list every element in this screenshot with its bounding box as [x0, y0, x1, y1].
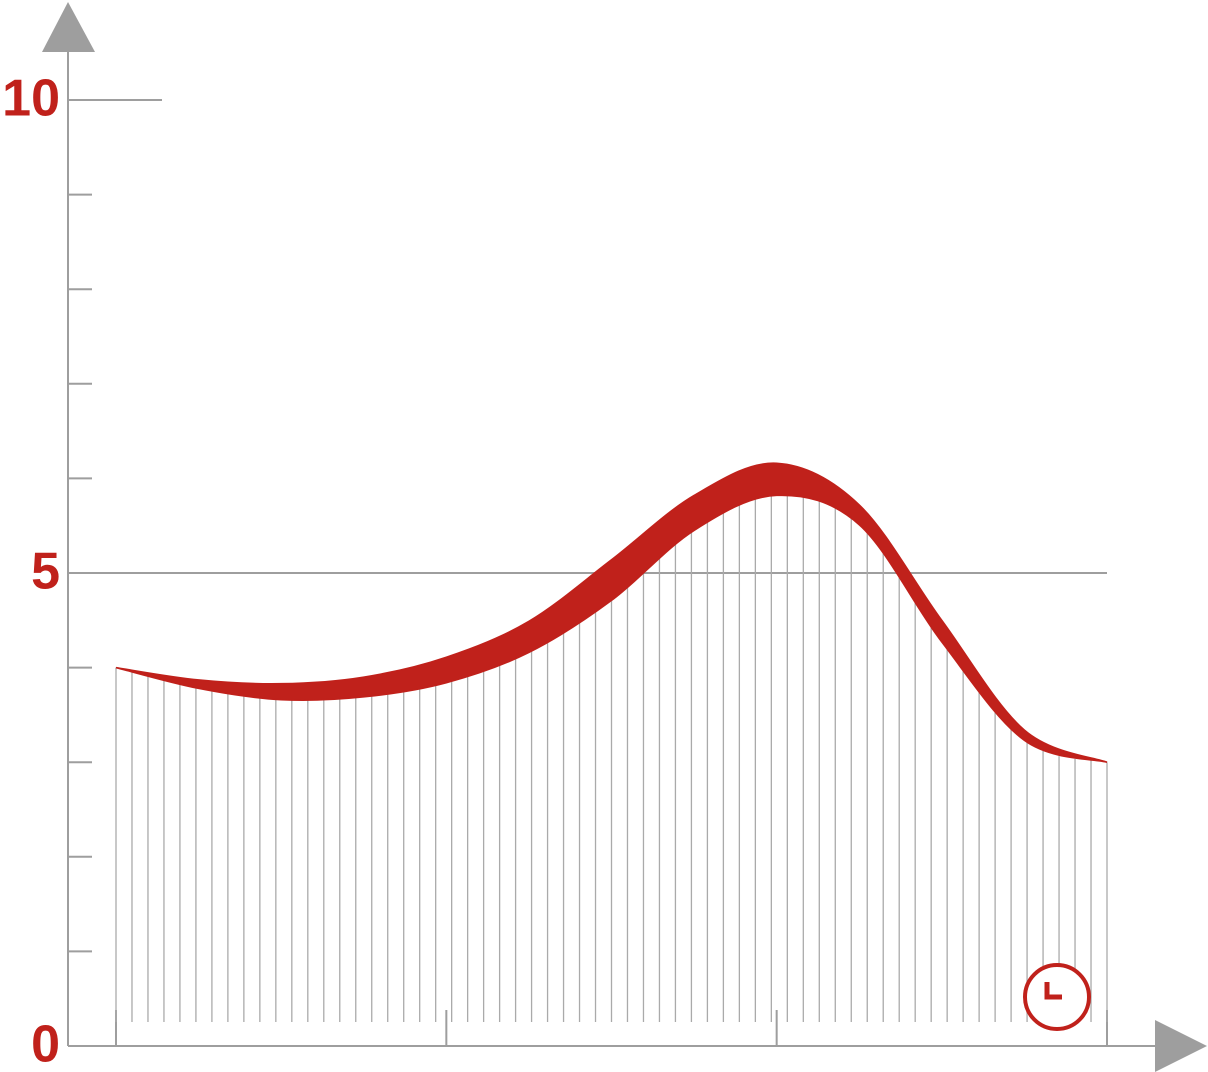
y-tick-label: 5	[31, 543, 60, 601]
clock-icon	[1023, 963, 1091, 1031]
band-fill	[116, 463, 1107, 763]
y-tick-label: 10	[2, 70, 60, 128]
x-axis-arrow	[1155, 1020, 1207, 1072]
band-lower-edge	[115, 494, 1108, 763]
band-upper-edge	[115, 462, 1108, 763]
y-tick-label: 0	[31, 1016, 60, 1072]
y-axis-arrow	[42, 2, 95, 52]
